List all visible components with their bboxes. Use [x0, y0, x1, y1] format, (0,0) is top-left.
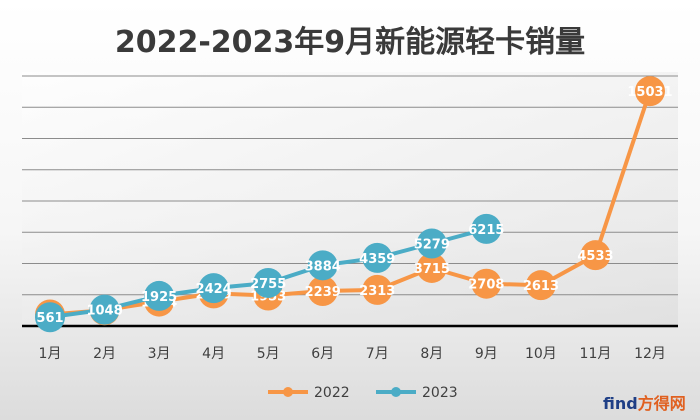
data-label-2022: 2708 [468, 278, 504, 293]
x-tick-label: 6月 [311, 346, 334, 362]
data-point-2023 [362, 242, 393, 273]
x-tick-label: 11月 [580, 346, 612, 362]
data-point-2022 [580, 240, 611, 271]
x-tick-label: 3月 [148, 346, 171, 362]
legend-swatch-marker [283, 387, 293, 397]
legend: 2022 2023 [268, 385, 458, 401]
data-point-2023 [89, 294, 120, 325]
data-label-2022: 15031 [627, 85, 672, 100]
data-label-2022: 2313 [359, 284, 395, 299]
x-axis: 1月 2月 3月 4月 5月 6月 7月 8月 9月 10月 11月 12月 [22, 324, 678, 362]
data-point-2022 [362, 274, 393, 305]
data-label-2023: 561 [36, 311, 63, 326]
data-point-2023 [471, 213, 502, 244]
data-point-2022 [307, 276, 338, 307]
watermark: find方得网 [603, 394, 686, 413]
data-label-2023: 2755 [250, 277, 286, 292]
x-tick-label: 8月 [420, 346, 443, 362]
data-label-2022: 2613 [523, 279, 559, 294]
legend-label: 2022 [314, 385, 350, 401]
data-point-2023 [144, 280, 175, 311]
x-tick-label: 12月 [634, 346, 666, 362]
legend-item-2023: 2023 [376, 385, 458, 401]
x-tick-label: 4月 [202, 346, 225, 362]
data-point-2022 [471, 268, 502, 299]
legend-item-2022: 2022 [268, 385, 350, 401]
x-tick-label: 7月 [366, 346, 389, 362]
data-label-2023: 1925 [141, 290, 177, 305]
watermark-cn: 方得网 [638, 394, 686, 413]
series-2023: 561 1048 1925 2424 2755 3884 4359 5279 6215 [35, 213, 504, 333]
data-point-2023 [416, 228, 447, 259]
gridlines [22, 75, 678, 296]
x-tick-label: 1月 [39, 346, 62, 362]
data-label-2023: 2424 [196, 282, 232, 297]
x-tick-label: 10月 [525, 346, 557, 362]
legend-label: 2023 [422, 385, 458, 401]
data-point-2023 [307, 250, 338, 281]
data-label-2023: 6215 [468, 223, 504, 238]
data-point-2022 [635, 76, 665, 107]
x-tick-label: 2月 [93, 346, 116, 362]
series-layer: 7341010156420891953223923133715270826134… [35, 76, 673, 333]
data-point-2022 [416, 252, 447, 283]
data-label-2023: 3884 [305, 259, 341, 274]
x-tick-label: 9月 [475, 346, 498, 362]
watermark-find: find [603, 394, 638, 413]
data-label-2022: 2239 [305, 285, 341, 300]
data-label-2022: 4533 [577, 249, 613, 264]
plot-area [22, 72, 678, 328]
data-point-2023 [253, 267, 284, 298]
legend-swatch-marker [391, 387, 401, 397]
data-label-2022: 3715 [414, 262, 450, 277]
data-label-2023: 4359 [359, 252, 395, 267]
chart-title: 2022-2023年9月新能源轻卡销量 [115, 25, 585, 60]
data-point-2023 [35, 302, 65, 333]
data-point-2023 [198, 273, 229, 304]
data-label-2023: 5279 [414, 238, 450, 253]
x-tick-label: 5月 [257, 346, 280, 362]
data-label-2023: 1048 [86, 304, 122, 319]
data-point-2022 [525, 270, 556, 301]
